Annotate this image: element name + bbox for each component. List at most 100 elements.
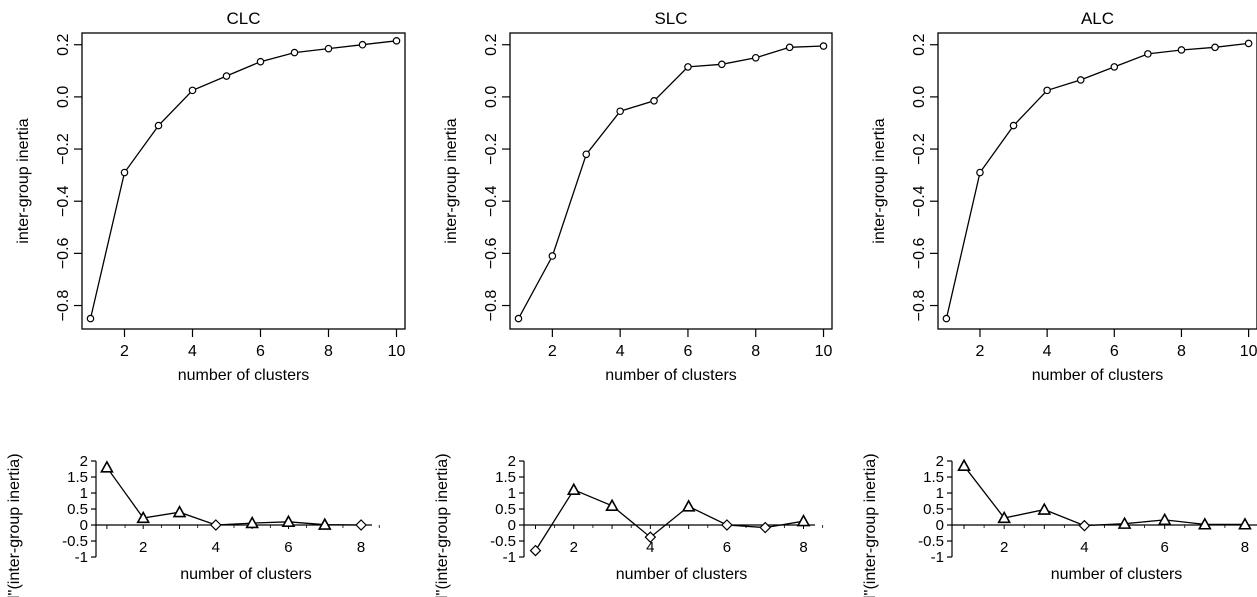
- x-tick-label: 8: [1177, 343, 1186, 360]
- x-tick-label: 4: [646, 539, 654, 556]
- x-tick-label: 8: [751, 343, 760, 360]
- y-tick-label: −0.6: [911, 237, 928, 269]
- x-tick-label: 8: [799, 539, 807, 556]
- data-point-diamond: [529, 544, 542, 557]
- data-point-circle: [154, 121, 163, 130]
- data-point-circle: [1043, 86, 1051, 95]
- y-tick-label: −0.8: [55, 290, 72, 322]
- y-tick-label: 0.0: [483, 86, 500, 108]
- data-point-triangle: [172, 505, 187, 518]
- chart-panel-2: SLC 2 4 6 8 10 −0.8 −0.6 −0.4 −0.2 0.0 0.2 number of…: [443, 9, 833, 384]
- data-point-circle: [222, 72, 231, 80]
- data-point-triangle: [957, 458, 971, 472]
- data-point-circle: [290, 48, 299, 57]
- data-point-triangle: [136, 510, 151, 524]
- y-tick-label: 1: [508, 485, 516, 502]
- series-line: [106, 467, 362, 526]
- data-point-diamond: [759, 521, 772, 534]
- y-axis-label: inter-group inertia: [443, 118, 460, 244]
- data-point-triangle: [681, 499, 696, 512]
- y-tick-label: 0.0: [55, 86, 72, 108]
- x-axis-label: number of clusters: [180, 566, 312, 583]
- plot-frame: [937, 32, 1257, 330]
- data-point-circle: [684, 63, 692, 71]
- data-point-circle: [1144, 50, 1152, 58]
- data-point-circle: [1244, 39, 1253, 48]
- y-tick-label: 0: [508, 517, 516, 534]
- data-point-triangle: [796, 514, 811, 527]
- y-tick-label: −0.6: [483, 237, 500, 269]
- series-line: [517, 45, 824, 319]
- y-tick-label: -1: [931, 549, 944, 566]
- data-point-circle: [86, 314, 95, 323]
- x-tick-label: 8: [1241, 539, 1249, 556]
- x-tick-label: 6: [683, 343, 692, 360]
- y-axis-label: inter-group inertia: [15, 118, 32, 244]
- x-axis-label: number of clusters: [178, 367, 310, 384]
- y-tick-label: 2: [80, 453, 88, 470]
- x-tick-label: 4: [188, 343, 197, 360]
- data-point-circle: [358, 40, 367, 49]
- x-tick-label: 4: [1043, 343, 1052, 360]
- x-tick-label: 6: [256, 343, 265, 360]
- y-tick-label: 0: [936, 517, 944, 534]
- data-point-diamond: [644, 531, 657, 544]
- data-point-triangle: [1117, 516, 1132, 529]
- x-axis-label: number of clusters: [1051, 566, 1183, 583]
- y-tick-label: 2: [936, 453, 944, 470]
- y-tick-label: 1.5: [923, 469, 944, 486]
- y-tick-label: 0.2: [55, 34, 72, 56]
- chart-title: SLC: [654, 9, 687, 28]
- y-tick-label: 1.5: [67, 469, 88, 486]
- data-point-triangle: [1037, 502, 1052, 515]
- data-point-circle: [1009, 121, 1018, 130]
- data-point-circle: [1076, 76, 1085, 84]
- x-tick-label: 2: [976, 343, 985, 360]
- y-tick-label: 0.5: [923, 501, 944, 518]
- series-line: [534, 488, 804, 551]
- data-point-circle: [582, 150, 591, 159]
- y-tick-label: -0.5: [918, 533, 944, 550]
- y-tick-label: -1: [503, 549, 516, 566]
- x-tick-label: 8: [324, 343, 333, 360]
- x-axis-label: number of clusters: [1032, 367, 1164, 384]
- data-point-circle: [392, 37, 401, 45]
- data-point-circle: [1177, 46, 1186, 54]
- x-tick-label: 8: [357, 539, 365, 556]
- data-point-circle: [616, 107, 624, 116]
- x-tick-label: 10: [388, 343, 406, 360]
- data-point-triangle: [1157, 512, 1172, 526]
- data-point-circle: [1110, 63, 1119, 71]
- x-tick-label: 6: [1110, 343, 1119, 360]
- data-point-diamond: [209, 519, 222, 531]
- y-tick-label: −0.2: [911, 133, 928, 165]
- data-point-circle: [650, 97, 658, 105]
- data-point-triangle: [605, 498, 619, 512]
- data-point-triangle: [245, 515, 260, 529]
- y-tick-label: −0.8: [483, 290, 500, 322]
- data-point-triangle: [1197, 517, 1212, 530]
- data-point-triangle: [281, 514, 296, 528]
- y-tick-label: 2: [508, 453, 516, 470]
- y-tick-label: 0.0: [911, 86, 928, 108]
- y-tick-label: −0.4: [55, 185, 72, 217]
- x-tick-label: 10: [1240, 343, 1257, 360]
- y-tick-label: −0.2: [55, 133, 72, 165]
- y-axis-label: inter-group inertia: [871, 118, 888, 244]
- y-tick-label: 1: [80, 485, 88, 502]
- series-line: [963, 465, 1245, 527]
- data-point-circle: [942, 314, 951, 323]
- y-tick-label: −0.2: [483, 133, 500, 165]
- chart-panel-3: ALC 2 4 6 8 10 −0.8 −0.6 −0.4 −0.2 0.0 0.2 number of…: [871, 9, 1257, 384]
- data-point-circle: [188, 86, 197, 95]
- data-point-diamond: [721, 519, 733, 531]
- x-tick-label: 6: [284, 539, 292, 556]
- y-tick-label: 0: [80, 517, 88, 534]
- y-tick-label: -1: [75, 549, 88, 566]
- series-line: [89, 40, 397, 319]
- x-axis-label: number of clusters: [605, 367, 737, 384]
- data-point-diamond: [1078, 519, 1091, 532]
